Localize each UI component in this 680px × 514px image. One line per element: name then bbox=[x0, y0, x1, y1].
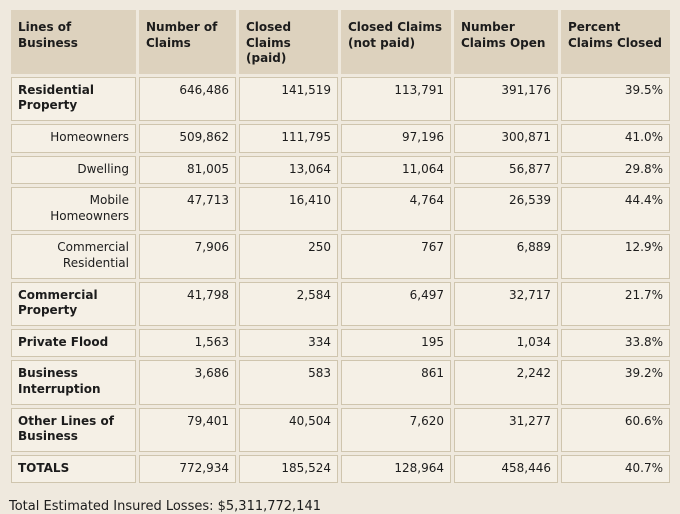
cell-value: 3,686 bbox=[139, 360, 236, 405]
row-label: Residential Property bbox=[11, 76, 136, 121]
cell-value: 12.9% bbox=[561, 234, 670, 279]
row-label: Dwelling bbox=[11, 155, 136, 185]
total-estimated-insured-losses-text: Total Estimated Insured Losses: $5,311,7… bbox=[9, 499, 321, 514]
cell-value: 29.8% bbox=[561, 155, 670, 185]
table-row: Homeowners 509,862 111,795 97,196 300,871 41.… bbox=[11, 123, 670, 153]
row-label: Other Lines of Business bbox=[11, 407, 136, 452]
cell-value: 13,064 bbox=[239, 155, 338, 185]
cell-value: 646,486 bbox=[139, 76, 236, 121]
table-row: Business Interruption 3,686 583 861 2,242 39.… bbox=[11, 360, 670, 405]
column-header: Lines of Business bbox=[11, 10, 136, 74]
cell-value: 56,877 bbox=[454, 155, 558, 185]
cell-value: 6,497 bbox=[341, 281, 451, 326]
row-label: Mobile Homeowners bbox=[11, 187, 136, 232]
cell-value: 391,176 bbox=[454, 76, 558, 121]
cell-value: 81,005 bbox=[139, 155, 236, 185]
cell-value: 79,401 bbox=[139, 407, 236, 452]
column-header: Number Claims Open bbox=[454, 10, 558, 74]
cell-value: 111,795 bbox=[239, 123, 338, 153]
cell-value: 26,539 bbox=[454, 187, 558, 232]
table-row: Commercial Residential 7,906 250 767 6,889 12… bbox=[11, 234, 670, 279]
cell-value: 1,034 bbox=[454, 328, 558, 358]
row-label: Private Flood bbox=[11, 328, 136, 358]
row-label: Commercial Property bbox=[11, 281, 136, 326]
column-header: Closed Claims (paid) bbox=[239, 10, 338, 74]
cell-value: 40,504 bbox=[239, 407, 338, 452]
table-row: Mobile Homeowners 47,713 16,410 4,764 26,539… bbox=[11, 187, 670, 232]
cell-value: 7,620 bbox=[341, 407, 451, 452]
cell-value: 41.0% bbox=[561, 123, 670, 153]
cell-value: 861 bbox=[341, 360, 451, 405]
claims-by-line-of-business-table: Lines of Business Number of Claims Closed … bbox=[8, 7, 673, 486]
cell-value: 195 bbox=[341, 328, 451, 358]
table-row: Residential Property 646,486 141,519 113,79… bbox=[11, 76, 670, 121]
cell-value: 11,064 bbox=[341, 155, 451, 185]
column-header: Closed Claims (not paid) bbox=[341, 10, 451, 74]
cell-value: 44.4% bbox=[561, 187, 670, 232]
cell-value: 21.7% bbox=[561, 281, 670, 326]
row-label: Commercial Residential bbox=[11, 234, 136, 279]
cell-value: 141,519 bbox=[239, 76, 338, 121]
table-header-row: Lines of Business Number of Claims Closed … bbox=[11, 10, 670, 74]
cell-value: 7,906 bbox=[139, 234, 236, 279]
cell-value: 6,889 bbox=[454, 234, 558, 279]
cell-value: 31,277 bbox=[454, 407, 558, 452]
cell-value: 2,584 bbox=[239, 281, 338, 326]
cell-value: 47,713 bbox=[139, 187, 236, 232]
row-label: Homeowners bbox=[11, 123, 136, 153]
cell-value: 250 bbox=[239, 234, 338, 279]
cell-value: 41,798 bbox=[139, 281, 236, 326]
table-row: Other Lines of Business 79,401 40,504 7,620… bbox=[11, 407, 670, 452]
cell-value: 16,410 bbox=[239, 187, 338, 232]
cell-value: 2,242 bbox=[454, 360, 558, 405]
table-row: Dwelling 81,005 13,064 11,064 56,877 29.8% bbox=[11, 155, 670, 185]
column-header: Percent Claims Closed bbox=[561, 10, 670, 74]
cell-value: 39.5% bbox=[561, 76, 670, 121]
cell-value: 300,871 bbox=[454, 123, 558, 153]
cell-value: 583 bbox=[239, 360, 338, 405]
table-row: Commercial Property 41,798 2,584 6,497 32,71… bbox=[11, 281, 670, 326]
cell-value: 334 bbox=[239, 328, 338, 358]
cell-value: 97,196 bbox=[341, 123, 451, 153]
cell-value: 113,791 bbox=[341, 76, 451, 121]
cell-value: 4,764 bbox=[341, 187, 451, 232]
row-label: Business Interruption bbox=[11, 360, 136, 405]
cell-value: 32,717 bbox=[454, 281, 558, 326]
column-header: Number of Claims bbox=[139, 10, 236, 74]
table-row: Private Flood 1,563 334 195 1,034 33.8% bbox=[11, 328, 670, 358]
cell-value: 1,563 bbox=[139, 328, 236, 358]
cell-value: 39.2% bbox=[561, 360, 670, 405]
cell-value: 33.8% bbox=[561, 328, 670, 358]
cell-value: 60.6% bbox=[561, 407, 670, 452]
cell-value: 509,862 bbox=[139, 123, 236, 153]
cell-value: 767 bbox=[341, 234, 451, 279]
